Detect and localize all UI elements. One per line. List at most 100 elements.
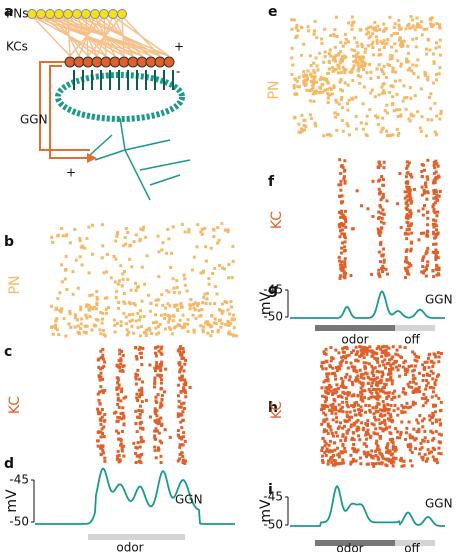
spike	[425, 360, 429, 364]
panel-letter: h	[268, 400, 278, 416]
spike	[116, 415, 120, 419]
spike	[356, 51, 360, 55]
spike	[230, 317, 234, 321]
spike	[377, 448, 381, 452]
spike	[434, 159, 438, 163]
spike	[434, 232, 438, 236]
spike	[184, 395, 188, 399]
spike	[386, 403, 390, 407]
spike	[337, 66, 341, 70]
spike	[299, 127, 303, 131]
spike	[325, 404, 329, 408]
spike	[410, 464, 414, 468]
spike	[409, 212, 413, 216]
spike	[135, 392, 139, 396]
spike	[342, 385, 346, 389]
spike	[312, 32, 316, 36]
spike	[154, 326, 158, 330]
spike	[383, 358, 387, 362]
spike	[296, 29, 300, 33]
spike	[406, 198, 410, 202]
spike	[183, 378, 187, 382]
spike	[408, 119, 412, 123]
spike	[354, 379, 358, 383]
spike	[359, 354, 363, 358]
spike	[377, 387, 381, 391]
spike	[337, 183, 341, 187]
spike	[431, 250, 435, 254]
spike	[425, 249, 429, 253]
spike	[302, 82, 306, 86]
spike	[89, 305, 93, 309]
spike	[182, 401, 186, 405]
spike	[421, 363, 425, 367]
spike	[364, 347, 368, 351]
spike	[352, 459, 356, 463]
spike	[371, 388, 375, 392]
spike	[178, 347, 182, 351]
spike	[396, 59, 400, 63]
spike	[389, 372, 393, 376]
spike	[356, 44, 360, 48]
spike	[159, 363, 163, 367]
spike	[426, 381, 430, 385]
spike	[99, 332, 103, 336]
spike	[397, 132, 401, 136]
spike	[387, 407, 391, 411]
spike	[296, 85, 300, 89]
spike	[342, 271, 346, 275]
spike	[412, 380, 416, 384]
spike	[348, 391, 352, 395]
spike	[382, 160, 386, 164]
spike	[120, 349, 124, 353]
spike	[381, 429, 385, 433]
spike	[426, 223, 430, 227]
spike	[417, 385, 421, 389]
spike	[405, 426, 409, 430]
trace-label: GGN	[425, 497, 453, 511]
spike	[389, 419, 393, 423]
spike	[113, 411, 117, 415]
spike	[379, 389, 383, 393]
spike	[370, 42, 374, 46]
spike	[411, 377, 415, 381]
spike	[398, 26, 402, 30]
spike	[103, 419, 107, 423]
spike	[423, 453, 427, 457]
spike	[290, 27, 294, 31]
spike	[371, 26, 375, 30]
spike	[103, 389, 107, 393]
spike	[399, 226, 403, 230]
feedback-arrows	[39, 61, 95, 158]
spike	[335, 383, 339, 387]
spike	[416, 389, 420, 393]
spike	[433, 101, 437, 105]
odor-bar	[88, 534, 185, 540]
spike	[382, 418, 386, 422]
spike	[79, 322, 83, 326]
spike	[387, 394, 391, 398]
spike	[389, 376, 393, 380]
spike	[372, 374, 376, 378]
spike	[145, 328, 149, 332]
spike	[408, 448, 412, 452]
spike	[154, 456, 158, 460]
spike	[385, 443, 389, 447]
spike	[343, 81, 347, 85]
spike	[422, 271, 426, 275]
spike	[327, 443, 331, 447]
spike	[334, 348, 338, 352]
spike	[342, 56, 346, 60]
spike	[439, 409, 443, 413]
spike	[321, 367, 325, 371]
spike	[313, 71, 317, 75]
spike	[231, 244, 235, 248]
spike	[421, 425, 425, 429]
spike	[309, 117, 313, 121]
spike	[308, 54, 312, 58]
spike	[341, 433, 345, 437]
spike	[58, 291, 62, 295]
odor-bar	[315, 325, 395, 331]
spike	[87, 271, 91, 275]
spike	[297, 75, 301, 79]
